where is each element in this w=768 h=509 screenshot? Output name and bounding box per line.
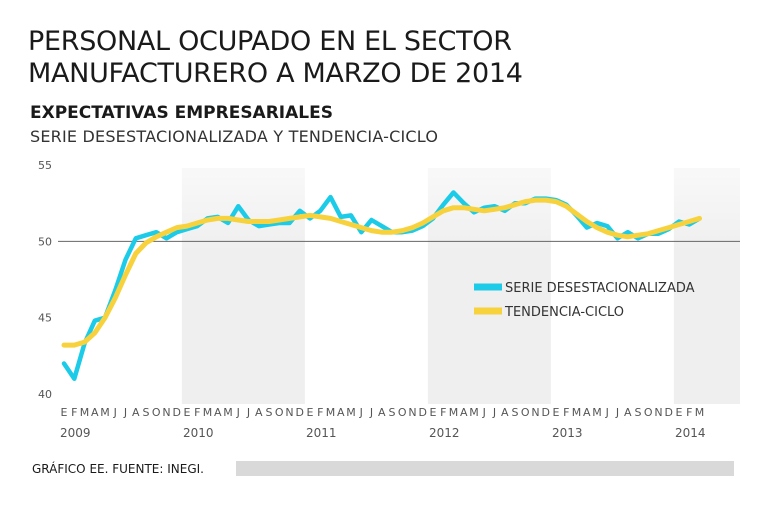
x-tick-label-55: A — [624, 406, 632, 419]
x-tick-label-33: O — [398, 406, 407, 419]
year-band-2010 — [181, 168, 305, 404]
x-tick-label-17: J — [236, 406, 240, 419]
x-tick-label-34: N — [408, 406, 416, 419]
x-tick-label-9: O — [152, 406, 161, 419]
x-tick-label-48: E — [553, 406, 560, 419]
x-tick-label-45: O — [521, 406, 530, 419]
x-tick-label-31: A — [378, 406, 386, 419]
y-axis-ticks: 40 45 50 55 — [38, 159, 52, 401]
x-tick-label-39: A — [460, 406, 468, 419]
y-tick-label-55: 55 — [38, 159, 52, 172]
y-tick-label-45: 45 — [38, 312, 52, 325]
x-tick-label-22: N — [285, 406, 293, 419]
legend: SERIE DESESTACIONALIZADA TENDENCIA-CICLO — [474, 281, 695, 320]
x-tick-label-40: M — [469, 406, 479, 419]
x-tick-label-46: N — [531, 406, 539, 419]
chart-title: PERSONAL OCUPADO EN EL SECTOR MANUFACTUR… — [28, 26, 523, 90]
x-tick-label-62: M — [695, 406, 705, 419]
x-tick-label-36: E — [430, 406, 437, 419]
x-tick-label-57: O — [644, 406, 653, 419]
x-tick-label-28: M — [346, 406, 356, 419]
x-tick-label-38: M — [449, 406, 459, 419]
x-tick-label-52: M — [592, 406, 602, 419]
x-tick-label-32: S — [389, 406, 396, 419]
x-tick-label-56: S — [635, 406, 642, 419]
x-tick-label-54: J — [615, 406, 619, 419]
x-tick-label-15: A — [214, 406, 222, 419]
x-tick-label-35: D — [419, 406, 427, 419]
x-tick-label-20: S — [266, 406, 273, 419]
x-tick-label-23: D — [296, 406, 304, 419]
x-tick-label-25: F — [317, 406, 323, 419]
x-year-label-2010: 2010 — [183, 426, 214, 440]
footer-bar — [236, 461, 734, 476]
x-tick-label-26: M — [326, 406, 336, 419]
x-tick-label-16: M — [223, 406, 233, 419]
x-tick-label-58: N — [654, 406, 662, 419]
x-tick-label-47: D — [542, 406, 550, 419]
x-tick-label-21: O — [275, 406, 284, 419]
x-tick-label-24: E — [307, 406, 314, 419]
x-tick-label-42: J — [492, 406, 496, 419]
series-lines — [61, 190, 702, 381]
x-tick-label-3: A — [91, 406, 99, 419]
source-credit: GRÁFICO EE. FUENTE: INEGI. — [32, 462, 204, 476]
x-year-label-2009: 2009 — [60, 426, 91, 440]
x-axis-year-ticks: 2009 2010 2011 2012 2013 2014 — [60, 426, 706, 440]
x-tick-label-53: J — [605, 406, 609, 419]
x-tick-label-43: A — [501, 406, 509, 419]
legend-label-0: SERIE DESESTACIONALIZADA — [505, 281, 695, 296]
x-tick-label-5: J — [113, 406, 117, 419]
x-tick-label-14: M — [203, 406, 213, 419]
x-tick-label-30: J — [369, 406, 373, 419]
chart-title-line-1: PERSONAL OCUPADO EN EL SECTOR — [28, 26, 512, 57]
x-tick-label-12: E — [184, 406, 191, 419]
x-year-label-2013: 2013 — [552, 426, 583, 440]
y-tick-label-40: 40 — [38, 388, 52, 401]
x-tick-label-27: A — [337, 406, 345, 419]
x-tick-label-59: D — [665, 406, 673, 419]
x-tick-label-60: E — [676, 406, 683, 419]
x-year-label-2014: 2014 — [675, 426, 706, 440]
x-year-label-2012: 2012 — [429, 426, 460, 440]
x-tick-label-44: S — [512, 406, 519, 419]
x-tick-label-10: N — [162, 406, 170, 419]
x-tick-label-61: F — [686, 406, 692, 419]
y-tick-label-50: 50 — [38, 235, 52, 248]
x-tick-label-6: J — [123, 406, 127, 419]
series-line-tendencia-ciclo — [61, 197, 702, 348]
x-tick-label-19: A — [255, 406, 263, 419]
x-tick-label-7: A — [132, 406, 140, 419]
x-tick-label-18: J — [246, 406, 250, 419]
chart-series-description: SERIE DESESTACIONALIZADA Y TENDENCIA-CIC… — [30, 127, 439, 146]
x-tick-label-50: M — [572, 406, 582, 419]
x-tick-label-37: F — [440, 406, 446, 419]
x-tick-label-2: M — [80, 406, 90, 419]
x-tick-label-51: A — [583, 406, 591, 419]
x-tick-label-4: M — [100, 406, 110, 419]
x-tick-label-13: F — [194, 406, 200, 419]
legend-label-1: TENDENCIA-CICLO — [504, 305, 624, 320]
x-tick-label-29: J — [359, 406, 363, 419]
x-tick-label-49: F — [563, 406, 569, 419]
x-tick-label-0: E — [61, 406, 68, 419]
x-tick-label-1: F — [71, 406, 77, 419]
x-year-label-2011: 2011 — [306, 426, 337, 440]
chart-subtitle: EXPECTATIVAS EMPRESARIALES — [30, 103, 333, 123]
x-tick-label-8: S — [143, 406, 150, 419]
year-band-2014 — [673, 168, 740, 404]
x-tick-label-41: J — [482, 406, 486, 419]
chart-title-line-2: MANUFACTURERO A MARZO DE 2014 — [28, 58, 523, 89]
x-tick-label-11: D — [173, 406, 181, 419]
